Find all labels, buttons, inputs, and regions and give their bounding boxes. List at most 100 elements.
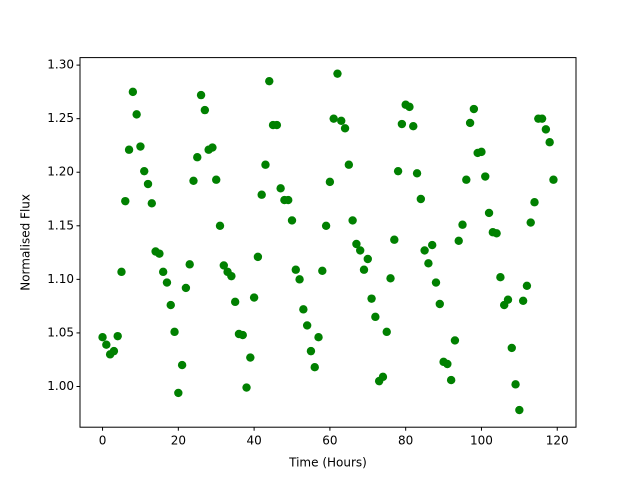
point [261,160,270,169]
point [265,76,274,86]
point [253,252,263,262]
x-tick-label: 20 [171,434,186,448]
y-tick-label: 1.00 [47,379,74,393]
point [518,296,528,305]
point [424,259,433,268]
y-tick-label: 1.25 [47,111,74,125]
point [249,293,259,302]
point [409,121,418,131]
point [378,372,388,382]
point [295,275,304,284]
x-tick-label: 80 [398,434,413,448]
point [530,198,539,207]
x-tick-label: 60 [322,434,337,448]
point [329,114,338,123]
point [132,110,141,119]
point [287,216,297,225]
point [340,124,350,133]
point [397,119,407,129]
point [200,105,210,115]
point [291,265,300,274]
x-tick-label: 120 [546,434,569,448]
point [431,278,441,287]
point [193,153,202,162]
y-tick-label: 1.05 [47,325,74,339]
point [143,179,153,189]
point [484,208,494,218]
point [98,333,107,342]
point [477,147,486,157]
point [416,194,426,204]
point [363,254,372,264]
point [230,297,240,307]
point [208,143,217,152]
point [212,175,221,184]
point [333,69,342,78]
point [109,346,119,356]
point [128,87,138,97]
point [337,116,346,126]
point [420,246,429,255]
point [541,125,551,134]
point [450,336,460,345]
point [393,166,403,176]
point [272,120,282,130]
point [219,261,228,270]
point [496,273,505,282]
point [325,177,335,187]
point [102,340,111,349]
point [238,330,247,340]
point [545,138,554,147]
point [428,240,437,250]
point [246,353,255,362]
point [454,236,463,245]
point [405,102,414,112]
point [386,274,395,283]
x-tick-label: 0 [99,434,107,448]
point [310,363,319,372]
point [276,184,285,193]
point [155,249,164,258]
point [185,260,194,269]
point [124,145,134,154]
point [492,229,501,238]
point [147,199,157,208]
point [299,305,308,314]
point [503,295,513,304]
point [242,383,251,392]
point [511,380,520,389]
x-tick-label: 40 [246,434,261,448]
point [359,265,369,274]
point [196,90,206,100]
point [469,104,479,114]
x-axis-label: Time (Hours) [288,456,367,470]
point [215,221,225,230]
point [462,175,471,184]
point [302,321,312,330]
point [162,278,172,287]
point [352,239,361,249]
point [515,405,524,415]
point [170,327,179,337]
point [314,333,323,342]
point [526,218,535,227]
point [166,300,175,310]
point [367,294,376,303]
point [458,220,467,229]
y-tick-label: 1.20 [47,165,74,179]
point [348,216,357,225]
point [318,266,327,275]
point [140,166,149,176]
point [117,267,126,277]
point [181,283,191,293]
point [227,271,236,281]
point [412,169,422,178]
point [371,312,380,322]
point [390,235,399,244]
y-tick-label: 1.15 [47,218,74,232]
point [481,172,490,181]
point [284,195,293,205]
point [158,267,168,277]
point [356,246,365,255]
